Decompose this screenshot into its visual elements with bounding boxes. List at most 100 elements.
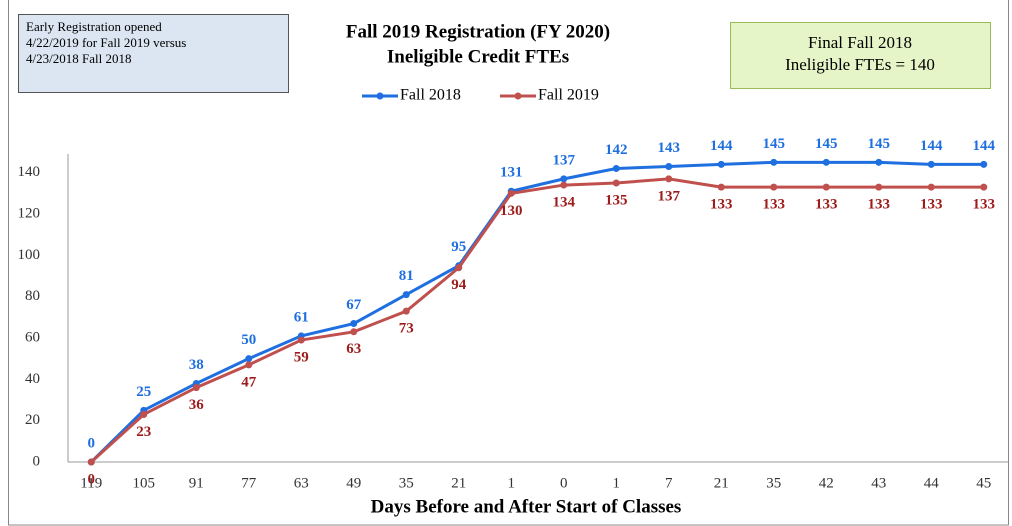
data-point	[140, 410, 148, 418]
final-box	[730, 22, 991, 89]
data-label: 38	[189, 357, 204, 373]
x-tick-label: 77	[241, 475, 257, 491]
data-label: 144	[920, 138, 943, 154]
x-tick-label: 63	[294, 475, 309, 491]
data-label: 133	[763, 197, 786, 213]
data-point	[980, 160, 988, 168]
data-label: 130	[500, 203, 523, 219]
data-point	[297, 336, 305, 344]
data-label: 61	[294, 309, 309, 325]
data-label: 0	[88, 471, 96, 487]
data-label: 0	[88, 435, 96, 451]
y-tick-label: 120	[18, 205, 41, 221]
y-tick-label: 0	[33, 453, 41, 469]
x-tick-label: 0	[560, 475, 568, 491]
annotation-line: 4/22/2019 for Fall 2019 versus	[26, 35, 186, 50]
data-label: 73	[399, 321, 414, 337]
data-label: 135	[605, 192, 628, 208]
data-label: 81	[399, 268, 414, 284]
data-point	[980, 183, 988, 191]
data-point	[822, 183, 830, 191]
annotation-line: 4/23/2018 Fall 2018	[26, 51, 131, 66]
data-label: 134	[553, 195, 576, 211]
data-label: 143	[658, 140, 681, 156]
data-label: 145	[868, 136, 891, 152]
data-label: 36	[189, 397, 205, 413]
data-label: 144	[973, 138, 996, 154]
data-point	[612, 165, 620, 173]
data-point	[717, 183, 725, 191]
data-point	[875, 158, 883, 166]
data-point	[822, 158, 830, 166]
series-line	[90, 160, 984, 464]
x-tick-label: 44	[924, 475, 940, 491]
data-point	[350, 320, 358, 328]
data-point	[770, 158, 778, 166]
series-line	[90, 177, 984, 464]
x-tick-label: 119	[80, 475, 102, 491]
data-point	[665, 175, 673, 183]
x-tick-label: 49	[346, 475, 361, 491]
data-label: 133	[710, 197, 733, 213]
data-point	[612, 179, 620, 187]
data-point	[402, 307, 410, 315]
x-tick-label: 35	[399, 475, 414, 491]
data-label: 50	[241, 332, 256, 348]
legend-label: Fall 2019	[538, 87, 599, 104]
data-point	[455, 264, 463, 272]
data-label: 131	[500, 165, 523, 181]
note-box	[18, 14, 289, 93]
data-label: 133	[868, 197, 891, 213]
data-point	[875, 183, 883, 191]
data-label: 145	[763, 136, 786, 152]
data-label: 23	[136, 424, 151, 440]
legend-label: Fall 2018	[400, 87, 461, 104]
y-tick-label: 140	[18, 164, 41, 180]
chart-title: Fall 2019 Registration (FY 2020)	[346, 21, 610, 42]
data-point	[560, 181, 568, 189]
data-label: 133	[973, 197, 996, 213]
x-tick-label: 1	[613, 475, 621, 491]
y-tick-label: 40	[25, 371, 40, 387]
y-tick-label: 100	[18, 247, 41, 263]
data-point	[927, 160, 935, 168]
chart-frame	[8, 0, 1009, 526]
data-label: 95	[451, 239, 466, 255]
data-point	[192, 384, 200, 392]
data-label: 59	[294, 350, 309, 366]
x-tick-label: 1	[508, 475, 516, 491]
data-label: 144	[710, 138, 733, 154]
data-point	[507, 189, 515, 197]
legend-marker	[514, 92, 522, 100]
data-point	[560, 175, 568, 183]
data-point	[350, 328, 358, 336]
data-point	[87, 458, 95, 466]
x-tick-label: 105	[133, 475, 156, 491]
x-tick-label: 45	[976, 475, 991, 491]
data-label: 133	[920, 197, 943, 213]
data-label: 67	[346, 297, 362, 313]
data-label: 137	[553, 152, 576, 168]
legend-marker	[376, 92, 384, 100]
data-point	[927, 183, 935, 191]
annotation-line: Ineligible FTEs = 140	[785, 55, 935, 74]
x-tick-label: 21	[714, 475, 729, 491]
y-tick-label: 60	[25, 329, 40, 345]
data-label: 47	[241, 374, 257, 390]
data-label: 145	[815, 136, 838, 152]
x-tick-label: 43	[871, 475, 886, 491]
y-tick-label: 80	[25, 288, 40, 304]
data-point	[665, 162, 673, 170]
data-point	[245, 361, 253, 369]
data-label: 63	[346, 341, 361, 357]
data-point	[245, 355, 253, 363]
x-tick-label: 21	[451, 475, 466, 491]
data-label: 94	[451, 277, 467, 293]
x-axis-label: Days Before and After Start of Classes	[371, 496, 682, 517]
x-tick-label: 91	[189, 475, 204, 491]
data-label: 25	[136, 384, 151, 400]
x-tick-label: 7	[665, 475, 673, 491]
annotation-line: Early Registration opened	[26, 19, 162, 34]
